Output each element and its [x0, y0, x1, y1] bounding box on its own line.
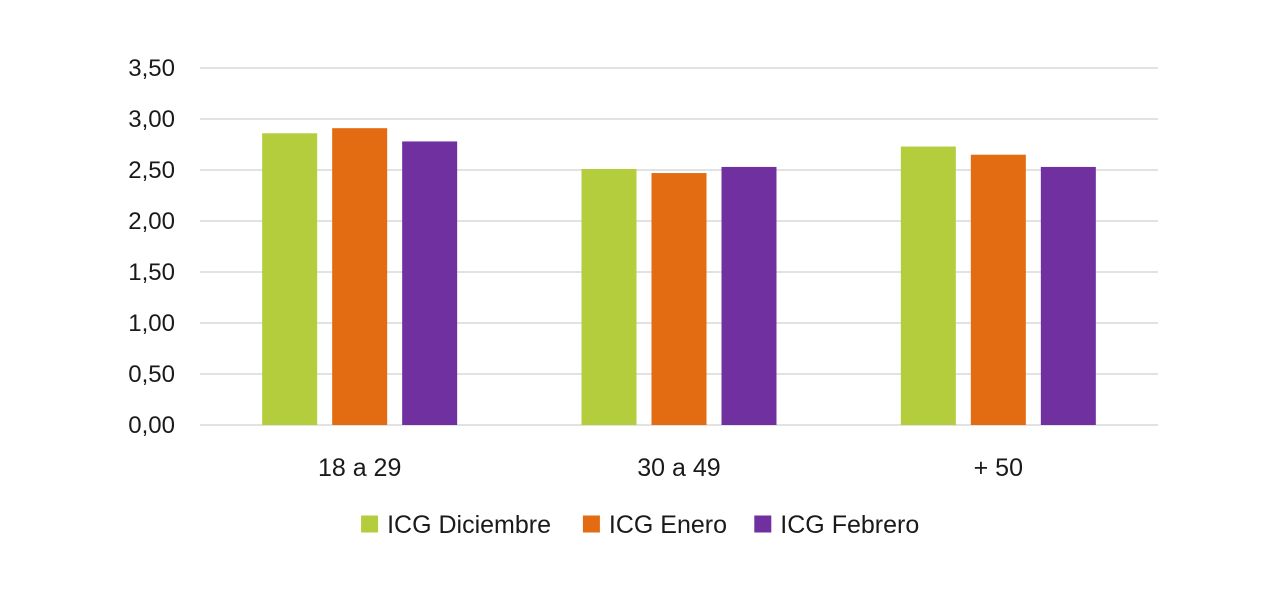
bar-icg-febrero-2: [1040, 166, 1096, 425]
y-tick-label: 3,00: [128, 106, 175, 133]
legend-swatch: [754, 515, 772, 533]
bar-icg-febrero-1: [721, 166, 777, 425]
bar-icg-diciembre-0: [262, 133, 318, 425]
legend-label: ICG Diciembre: [387, 511, 551, 539]
y-axis-ticks: 0,00 0,50 1,00 1,50 2,00 2,50 3,00 3,50: [128, 55, 175, 439]
legend: ICG Diciembre ICG Enero ICG Febrero: [361, 511, 919, 539]
x-axis-ticks: 18 a 29 30 a 49 + 50: [318, 454, 1023, 482]
bar-icg-diciembre-1: [581, 168, 637, 426]
x-tick-label: 30 a 49: [637, 454, 720, 482]
y-tick-label: 0,50: [128, 361, 175, 388]
legend-swatch: [582, 515, 600, 533]
bar-icg-enero-0: [332, 128, 388, 425]
bar-icg-enero-1: [651, 173, 707, 425]
x-tick-label: 18 a 29: [318, 454, 401, 482]
legend-label: ICG Febrero: [780, 511, 919, 539]
y-tick-label: 0,00: [128, 412, 175, 439]
legend-swatch: [361, 515, 379, 533]
bars: [262, 128, 1096, 426]
y-tick-label: 1,50: [128, 259, 175, 286]
legend-label: ICG Enero: [609, 511, 727, 539]
y-tick-label: 1,00: [128, 310, 175, 337]
bar-icg-febrero-0: [402, 141, 458, 425]
y-tick-label: 2,50: [128, 157, 175, 184]
y-tick-label: 2,00: [128, 208, 175, 235]
bar-icg-enero-2: [970, 154, 1026, 425]
x-tick-label: + 50: [974, 454, 1023, 482]
y-tick-label: 3,50: [128, 55, 175, 82]
bar-icg-diciembre-2: [900, 146, 956, 426]
